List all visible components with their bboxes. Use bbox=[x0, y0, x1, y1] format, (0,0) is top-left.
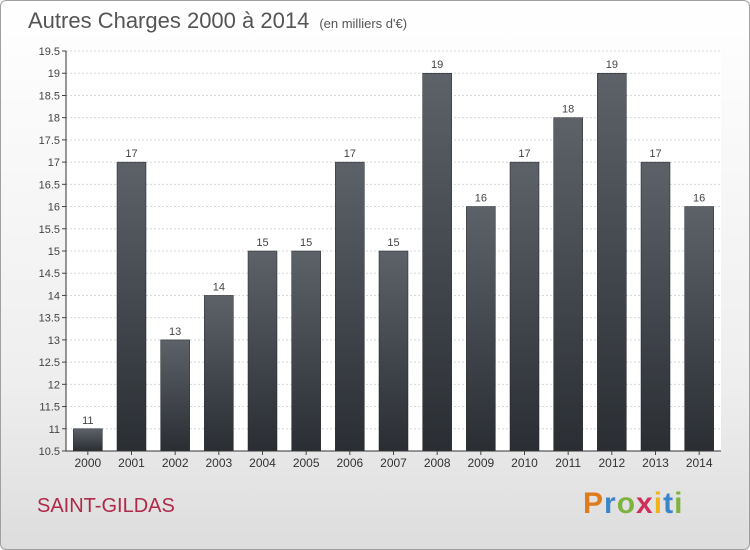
bar-2010 bbox=[509, 161, 540, 452]
bar-value-label: 17 bbox=[344, 148, 356, 160]
x-tick-label: 2006 bbox=[336, 456, 363, 470]
y-tick-label: 19.5 bbox=[39, 46, 60, 58]
bar-2005 bbox=[291, 250, 321, 452]
bar-2009 bbox=[466, 206, 496, 452]
logo-letter: o bbox=[616, 487, 637, 520]
x-tick-label: 2002 bbox=[162, 456, 189, 470]
chart-subtitle: (en milliers d'€) bbox=[319, 16, 408, 31]
y-axis: 10.5 11 11.5 12 12.5 13 13.5 14 14.5 15 15.5 16 16.5… bbox=[39, 46, 67, 458]
y-tick-label: 16 bbox=[48, 202, 60, 214]
bar-2000 bbox=[73, 428, 103, 452]
y-tick-label: 19 bbox=[48, 68, 60, 80]
y-tick-label: 17 bbox=[48, 157, 60, 169]
x-tick-label: 2012 bbox=[598, 456, 625, 470]
x-tick-label: 2010 bbox=[511, 456, 538, 470]
x-tick-label: 2004 bbox=[249, 456, 276, 470]
y-tick-label: 13.5 bbox=[39, 313, 60, 325]
y-tick-label: 15.5 bbox=[39, 224, 60, 236]
bar-value-label: 17 bbox=[518, 148, 530, 160]
x-tick-label: 2013 bbox=[642, 456, 669, 470]
bar-value-labels: 11 17 13 14 15 15 17 15 19 16 17 18 19 17 16 bbox=[82, 59, 705, 427]
bar-value-label: 14 bbox=[213, 281, 225, 293]
chart-title: Autres Charges 2000 à 2014 (en milliers d… bbox=[28, 8, 407, 34]
y-tick-label: 11.5 bbox=[39, 402, 60, 414]
y-tick-label: 13 bbox=[48, 335, 60, 347]
bar-value-label: 16 bbox=[693, 193, 705, 205]
y-tick-label: 14 bbox=[48, 290, 60, 302]
y-tick-label: 14.5 bbox=[39, 268, 60, 280]
proxiti-logo[interactable]: Proxiti bbox=[583, 487, 683, 521]
logo-letter: x bbox=[636, 487, 654, 520]
bar-value-label: 17 bbox=[125, 148, 137, 160]
x-tick-label: 2001 bbox=[118, 456, 145, 470]
y-tick-label: 10.5 bbox=[39, 446, 60, 458]
x-axis: 2000 2001 2002 2003 2004 2005 2006 2007 2008 2009… bbox=[66, 450, 721, 470]
logo-letter: i bbox=[653, 487, 664, 520]
bar-value-label: 18 bbox=[562, 104, 574, 116]
y-tick-label: 12.5 bbox=[39, 357, 60, 369]
x-tick-label: 2005 bbox=[293, 456, 320, 470]
bar-value-label: 13 bbox=[169, 326, 181, 338]
bar-value-label: 11 bbox=[82, 415, 93, 427]
y-tick-label: 11 bbox=[49, 424, 60, 436]
chart-title-text: Autres Charges 2000 à 2014 bbox=[28, 8, 310, 33]
bar-value-label: 17 bbox=[649, 148, 661, 160]
x-tick-label: 2009 bbox=[467, 456, 494, 470]
bar-2011 bbox=[553, 117, 583, 452]
x-tick-label: 2011 bbox=[555, 456, 581, 470]
bar-2003 bbox=[204, 295, 234, 452]
y-tick-label: 15 bbox=[48, 246, 60, 258]
bar-2006 bbox=[335, 161, 365, 452]
y-tick-label: 18.5 bbox=[39, 90, 60, 102]
bar-2014 bbox=[684, 206, 714, 452]
y-tick-label: 16.5 bbox=[39, 179, 60, 191]
bar-value-label: 15 bbox=[300, 237, 312, 249]
bars bbox=[73, 72, 714, 452]
bar-2013 bbox=[640, 161, 671, 452]
logo-letter: P bbox=[583, 487, 605, 520]
bar-2002 bbox=[160, 339, 190, 452]
x-tick-label: 2014 bbox=[686, 456, 713, 470]
bar-2004 bbox=[247, 250, 278, 452]
x-tick-label: 2003 bbox=[205, 456, 232, 470]
bar-2007 bbox=[378, 250, 409, 452]
bar-value-label: 19 bbox=[431, 59, 443, 71]
bar-2012 bbox=[597, 72, 627, 452]
bar-2008 bbox=[422, 72, 452, 452]
logo-letter: t bbox=[663, 487, 675, 520]
y-tick-label: 18 bbox=[48, 113, 60, 125]
y-tick-label: 17.5 bbox=[39, 135, 60, 147]
logo-letter: i bbox=[674, 487, 684, 520]
bar-value-label: 16 bbox=[475, 193, 487, 205]
bar-value-label: 15 bbox=[256, 237, 268, 249]
logo-letter: r bbox=[604, 487, 617, 520]
bar-value-label: 19 bbox=[606, 59, 618, 71]
x-tick-label: 2007 bbox=[380, 456, 407, 470]
bar-value-label: 15 bbox=[387, 237, 399, 249]
place-name: SAINT-GILDAS bbox=[37, 495, 175, 517]
y-tick-label: 12 bbox=[48, 379, 60, 391]
x-tick-label: 2008 bbox=[424, 456, 451, 470]
x-tick-label: 2000 bbox=[74, 456, 101, 470]
bar-2001 bbox=[116, 161, 147, 452]
